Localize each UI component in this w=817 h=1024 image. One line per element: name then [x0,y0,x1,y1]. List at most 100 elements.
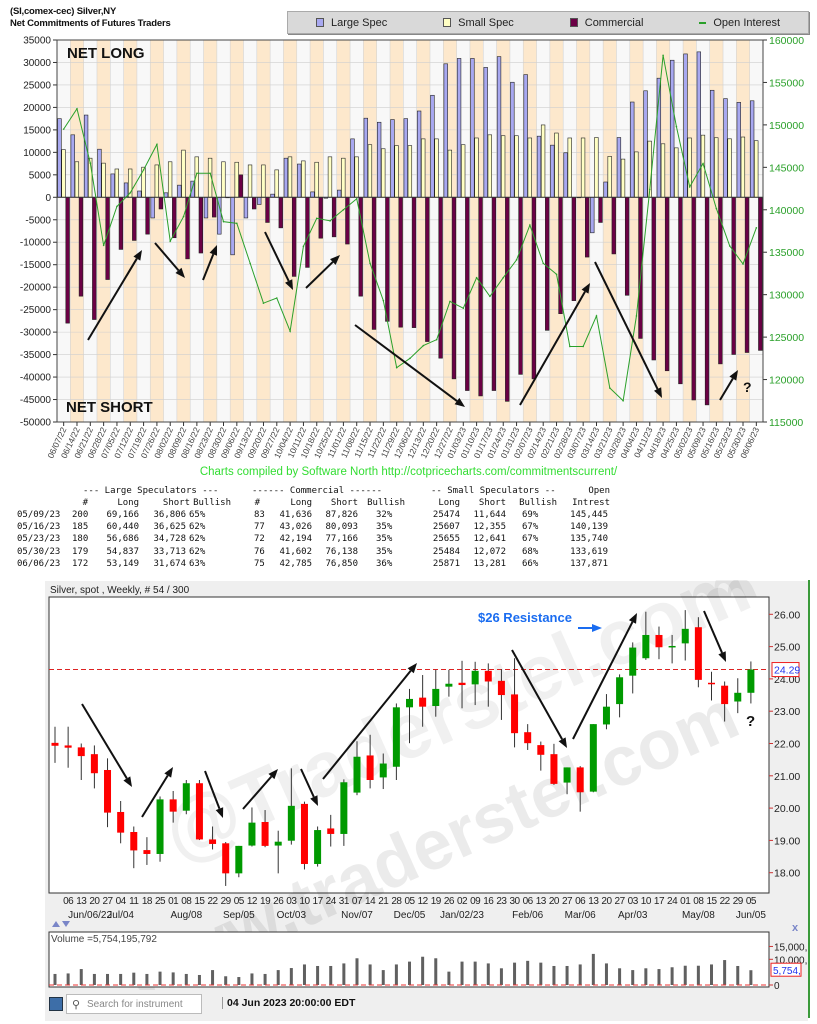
close-panel-icon[interactable]: x [792,922,799,934]
candle-body-down [261,821,269,846]
collapse-down-icon[interactable] [62,921,70,927]
large-spec-bar [736,102,741,198]
trend-arrow [154,242,185,278]
commercial-bar [305,196,310,268]
table-cell: 43,026 [279,522,312,533]
arrow-head [407,663,417,674]
volume-bar [145,973,149,985]
small-spec-bar [594,137,599,198]
arrow-head [592,624,602,632]
candle [694,617,702,688]
last-price-box [771,662,800,678]
volume-bar [394,964,398,985]
large-spec-bar [590,196,595,234]
candle [209,826,217,850]
table-cell: 25871 [432,558,460,569]
arrow-shaft [87,258,138,341]
y-tick-label-left: -25000 [20,305,52,316]
open-interest-point [329,220,331,222]
day-tick-label: 24 [326,896,337,907]
volume-bar [447,971,451,985]
week-stripe [283,40,297,422]
arrow-head [133,250,142,261]
color-square-button[interactable] [49,997,63,1011]
table-column-header: Bullish [193,498,231,508]
legend-small-spec: Small Spec [443,17,514,29]
arrow-head [718,651,726,662]
table-cell: 11,644 [473,510,506,520]
day-tick-label: 19 [431,896,442,907]
commercial-bar [758,196,763,351]
candle-body-up [602,706,610,725]
open-interest-point [129,192,132,194]
large-spec-bar [430,94,435,198]
price-chart[interactable]: @Traderstel.comwww.traderstel.com@Trader… [0,580,817,990]
large-spec-bar [470,58,475,198]
commercial-bar [505,196,510,402]
open-interest-point [222,220,225,223]
trend-arrow [242,769,278,810]
table-cell: 67% [522,534,539,545]
volume-bar [368,964,372,985]
small-spec-bar [354,156,359,198]
day-tick-label: 15 [706,896,717,907]
day-tick-label: 22 [207,896,218,907]
candle [353,741,361,796]
trend-arrow [572,613,637,740]
candle [392,703,400,780]
y-tick-label-left: -10000 [20,238,52,249]
candle-body-down [458,682,466,686]
day-tick-label: 04 [116,896,127,907]
commercial-bar [624,196,630,296]
day-tick-label: 07 [352,896,363,907]
candle-body-up [616,677,624,705]
month-tick-label: Jan/02/23 [440,910,484,921]
candle-body-up [563,767,571,783]
open-interest-point [302,245,305,248]
day-tick-label: 20 [89,896,100,907]
candle-body-up [235,845,243,874]
table-column-header: # [254,498,260,508]
y-tick-label-left: -45000 [20,395,52,406]
candle [104,758,112,828]
price-tick-label: 25.00 [774,642,800,654]
instrument-search[interactable]: ⚲ [66,994,202,1014]
arrow-head [285,279,293,290]
table-cell: 172 [72,558,89,569]
large-spec-bar [163,192,169,198]
month-tick-label: Aug/08 [170,910,202,921]
trend-arrow [305,255,340,289]
candle [182,779,190,815]
candle [222,842,230,886]
candle-body-down [419,697,427,707]
volume-bar [132,972,136,985]
open-interest-point [502,276,505,279]
search-input[interactable] [85,997,197,1011]
day-tick-label: 21 [378,896,389,907]
candle [511,658,519,748]
candle-body-up [445,683,453,687]
open-interest-point [609,387,611,389]
volume-bar [106,973,110,985]
commercial-bar [651,196,656,361]
table-cell: 140,139 [570,522,608,533]
day-tick-label: 26 [273,896,284,907]
volume-bar [342,963,346,985]
table-column-header: Short [478,498,506,508]
table-column-header: Long [438,498,460,508]
expand-up-icon[interactable] [52,921,60,927]
trend-arrow [87,250,142,341]
candle [458,660,466,709]
week-stripe [549,40,564,422]
trend-arrow [81,703,132,787]
day-tick-label: 08 [181,896,192,907]
open-interest-point [116,205,118,208]
candle [681,610,689,661]
open-interest-point [542,262,545,265]
small-spec-bar [381,148,386,198]
volume-bar [736,965,740,985]
volume-bar [421,956,425,985]
commercial-bar [678,196,683,385]
candle-body-up [340,782,348,834]
large-spec-bar [536,135,542,198]
